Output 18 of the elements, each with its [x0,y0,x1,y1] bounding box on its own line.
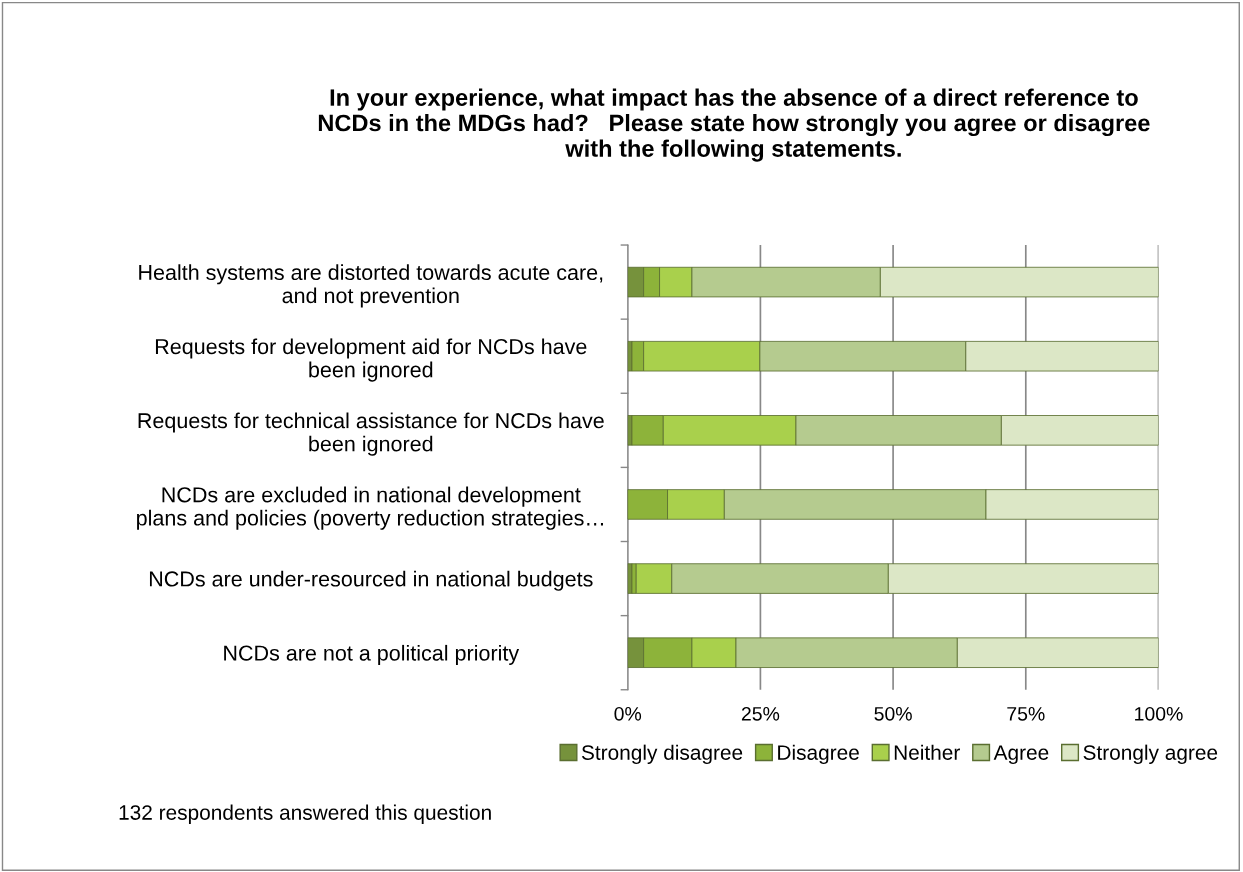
legend-label: Strongly disagree [581,744,743,765]
x-tick-label: 100% [1135,706,1183,721]
chart-title: In your experience, what impact has the absence of a direct reference to NCDs in the MDGs had? Please state how strongly you agree or disagree with the following statements. [318,88,1150,162]
y-tick-label: Health systems are distorted towards acute care, and not prevention [139,264,603,308]
x-tick-label: 75% [1007,707,1045,721]
y-tick-label: NCDs are excluded in national development plans and policies (poverty reduction strategies… [137,486,603,530]
legend-label: Agree [993,745,1049,765]
text: 132 respondents answered this question [119,804,491,824]
y-tick-label: NCDs are not a political priority [224,644,520,665]
x-tick-label: 0% [614,706,642,721]
legend-label: Neither [894,744,960,760]
x-tick-label: 25% [741,706,780,721]
y-tick-label: Requests for development aid for NCDs have been ignored [155,338,587,382]
x-tick-label: 50% [874,706,912,721]
y-tick-label: NCDs are under-resourced in national budgets [149,570,593,591]
legend-label: Strongly agree [1083,744,1218,765]
legend-label: Disagree [778,744,859,765]
y-tick-label: Requests for technical assistance for NCDs have been ignored [138,412,604,456]
